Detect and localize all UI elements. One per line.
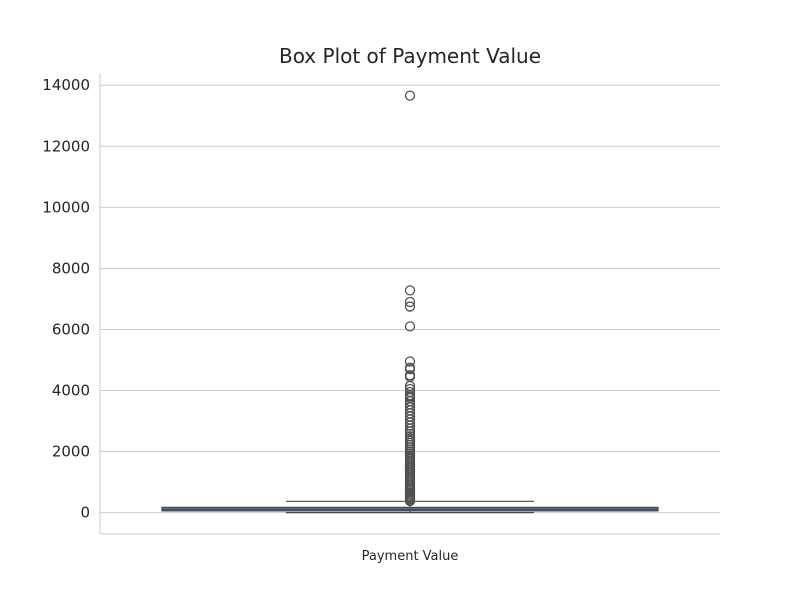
outlier-point xyxy=(404,356,416,367)
outlier-point xyxy=(404,90,416,101)
y-tick-label: 10000 xyxy=(42,198,90,216)
axes xyxy=(99,73,720,535)
y-tick-label: 4000 xyxy=(52,382,90,400)
y-tick-label: 8000 xyxy=(52,259,90,277)
x-tick-labels: Payment Value xyxy=(362,549,459,564)
y-tick-labels: 0 2000 4000 6000 8000 10000 12000 14000 xyxy=(42,76,90,521)
outlier-point xyxy=(404,301,416,312)
y-tick-label: 6000 xyxy=(52,320,90,338)
outlier-point xyxy=(404,321,416,332)
outlier-point xyxy=(404,285,416,296)
x-tick-label: Payment Value xyxy=(362,549,459,564)
outliers xyxy=(404,90,416,507)
outlier-point xyxy=(404,296,416,308)
outlier-point xyxy=(404,370,416,381)
chart-title: Box Plot of Payment Value xyxy=(279,44,541,68)
y-tick-label: 2000 xyxy=(52,443,90,461)
y-tick-label: 0 xyxy=(80,504,90,522)
outlier-point xyxy=(404,386,416,398)
outlier-point xyxy=(404,362,416,373)
y-tick-label: 12000 xyxy=(42,137,90,155)
y-tick-label: 14000 xyxy=(42,76,90,94)
outlier-point xyxy=(404,383,416,395)
